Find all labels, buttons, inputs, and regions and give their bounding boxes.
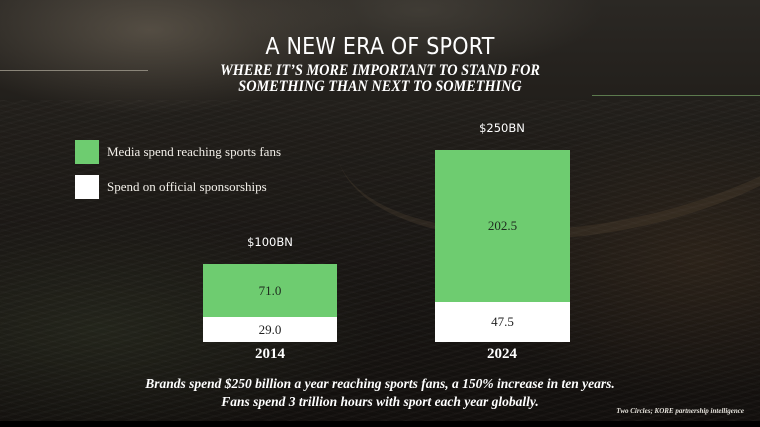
bar-total-2024: $250BN [479,121,525,135]
segment-value: 29.0 [258,321,282,337]
segment-value: 47.5 [491,314,514,329]
year-label-2014: 2014 [255,346,285,362]
source-citation: Two Circles; KORE partnership intelligen… [616,407,744,415]
footnote-line-2: Fans spend 3 trillion hours with sport e… [221,394,539,409]
legend-swatch-white [75,175,99,199]
legend-label: Spend on official sponsorships [107,179,267,194]
bar-segment-sponsorship-2024: 47.5 [435,302,570,342]
footnote-line-1: Brands spend $250 billion a year reachin… [145,376,615,391]
legend-item-sponsorship: Spend on official sponsorships [75,175,267,199]
bar-segment-media-2014: 71.0 [203,264,337,317]
decorative-rule-right [592,95,760,96]
year-label-2024: 2024 [487,346,517,362]
legend-swatch-green [75,140,99,164]
subtitle-line-1: WHERE IT’S MORE IMPORTANT TO STAND FOR [220,62,540,79]
stadium-crowd-texture [0,100,760,421]
footnote: Brands spend $250 billion a year reachin… [0,375,760,411]
bar-total-2014: $100BN [247,235,293,249]
slide-title: A NEW ERA OF SPORT [265,34,495,60]
decorative-rule-left [0,70,148,71]
bar-segment-media-2024: 202.5 [435,150,570,302]
legend-label: Media spend reaching sports fans [107,144,282,159]
slide-subtitle: WHERE IT’S MORE IMPORTANT TO STAND FOR S… [30,63,729,95]
segment-value: 202.5 [487,218,518,233]
subtitle-line-2: SOMETHING THAN NEXT TO SOMETHING [238,78,522,95]
segment-value: 71.0 [258,282,282,298]
bar-segment-sponsorship-2014: 29.0 [203,317,337,342]
legend-item-media: Media spend reaching sports fans [75,140,281,164]
